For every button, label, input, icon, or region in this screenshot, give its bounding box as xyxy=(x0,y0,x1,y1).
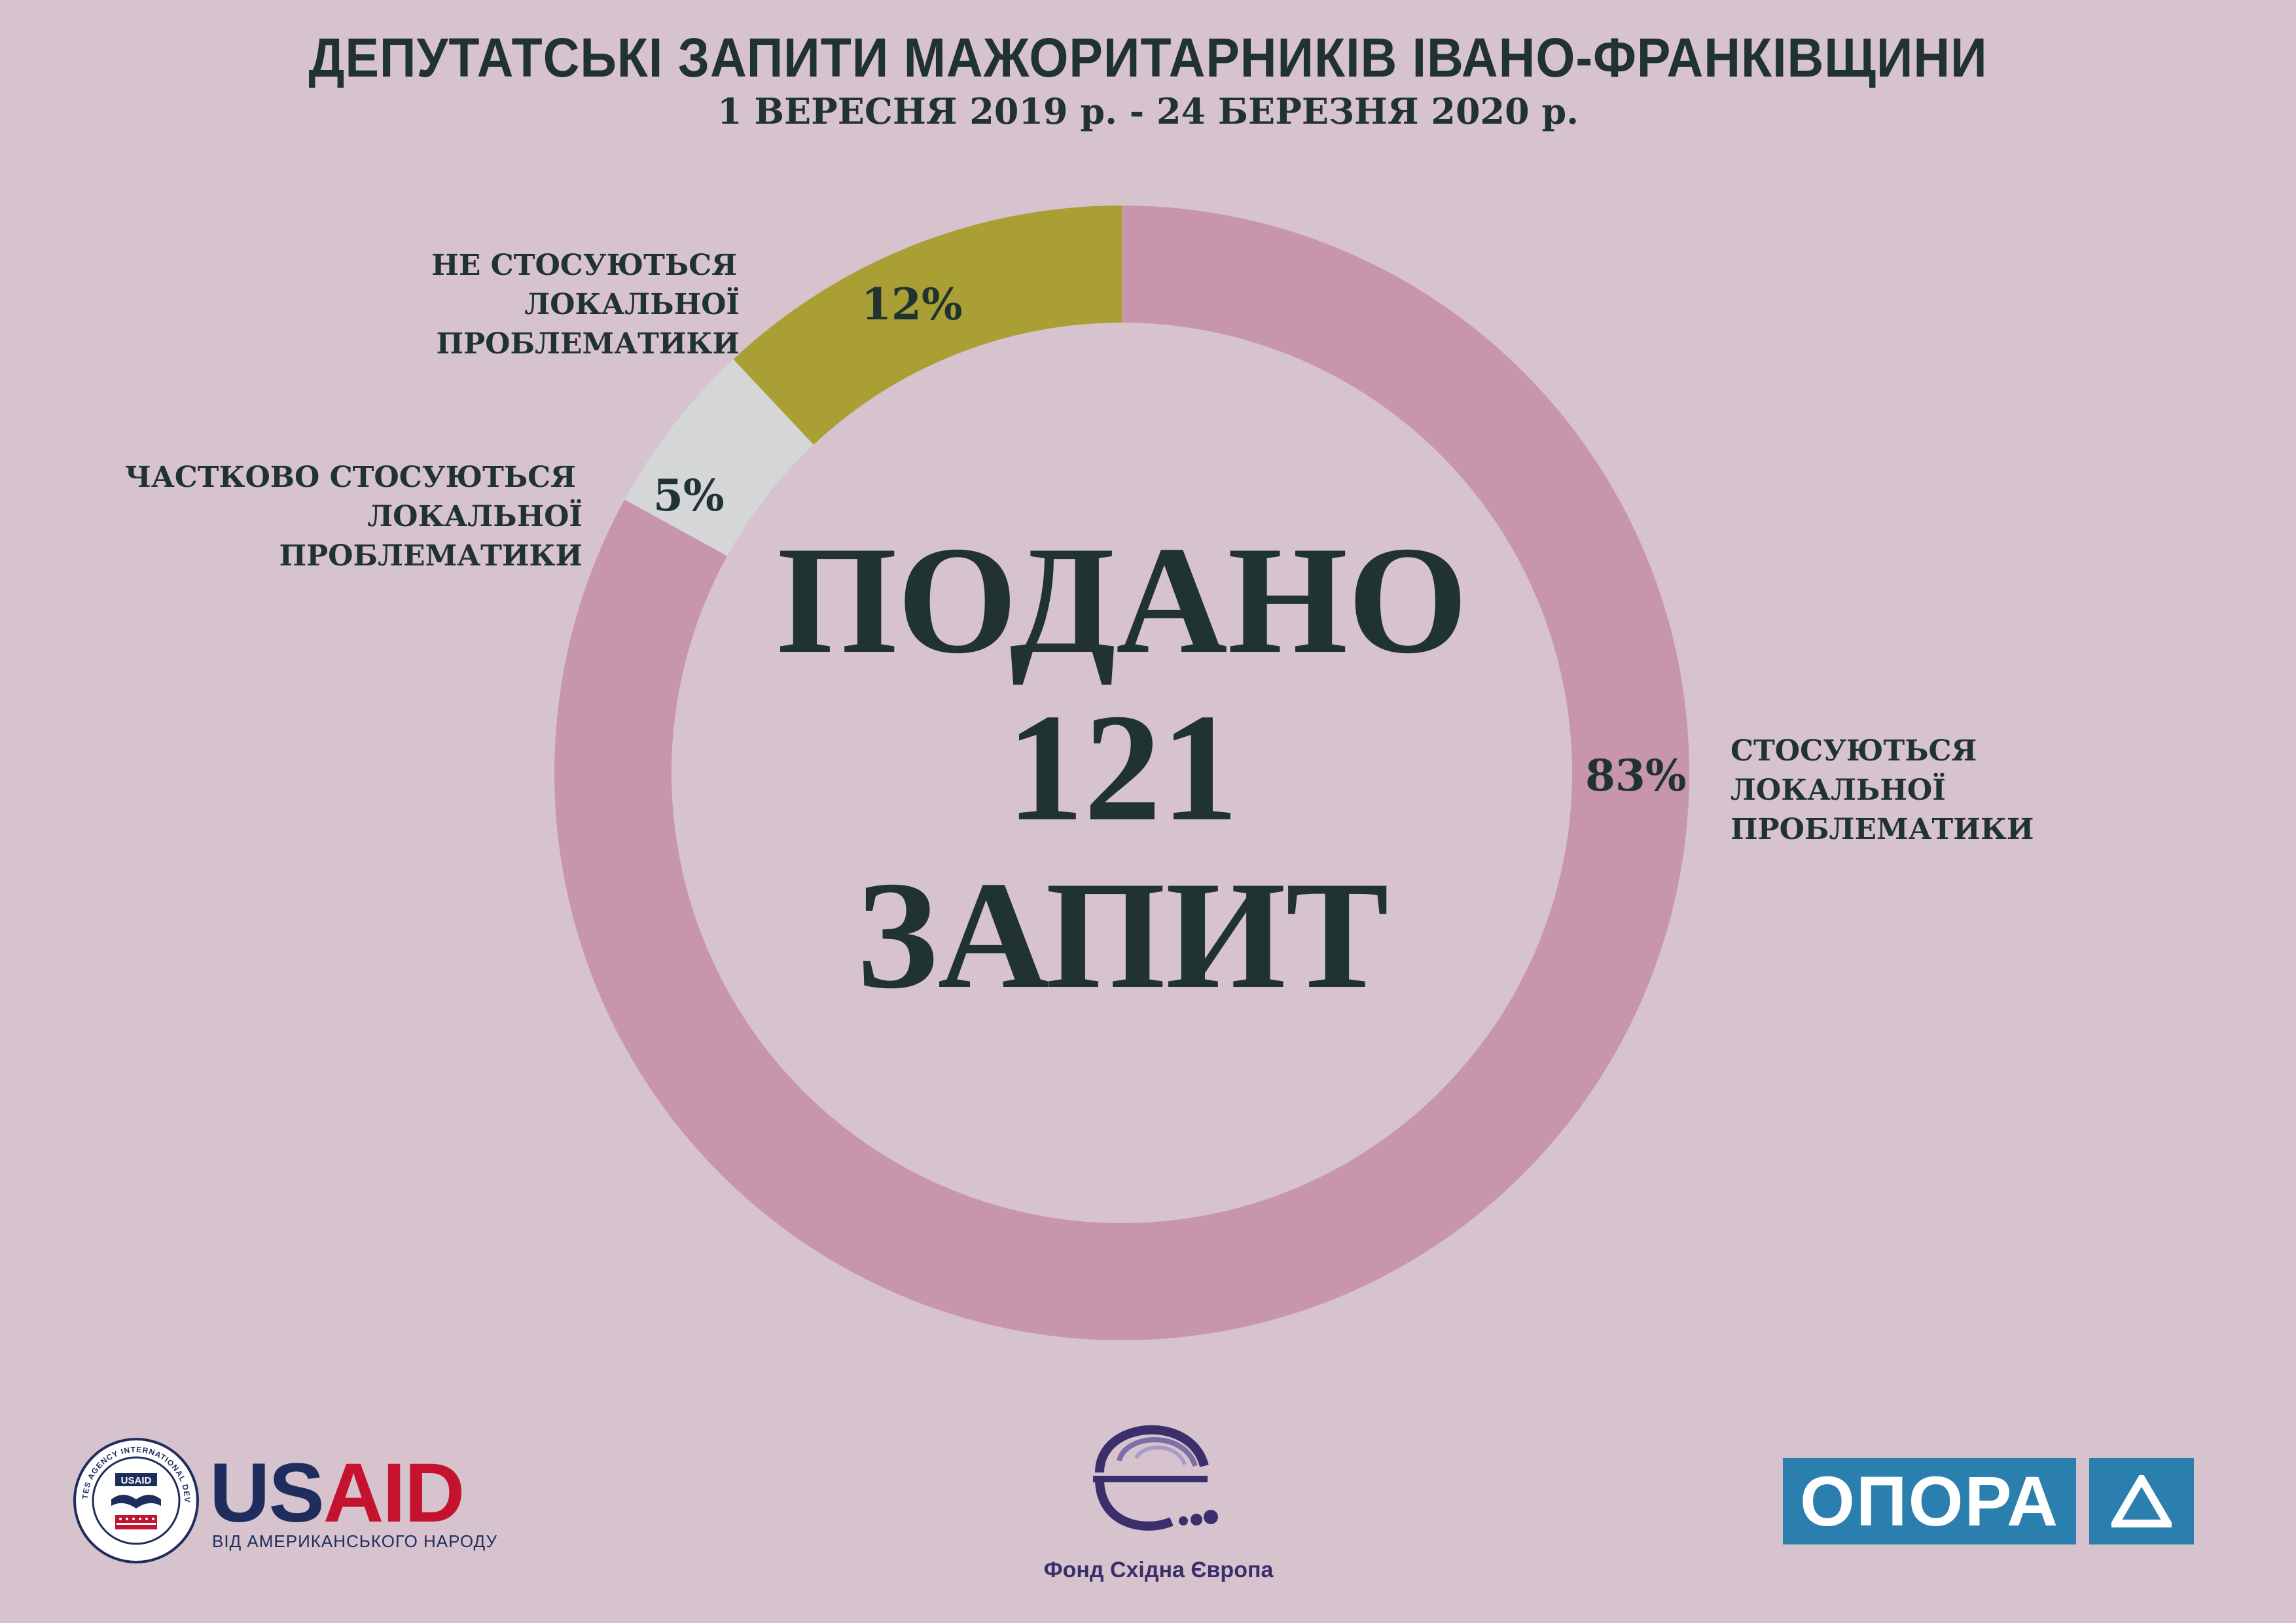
opora-triangle-icon xyxy=(2089,1458,2195,1544)
label-not-related-line2: ЛОКАЛЬНОЇ ПРОБЛЕМАТИКИ xyxy=(436,288,740,361)
label-related: СТОСУЮТЬСЯ ЛОКАЛЬНОЇ ПРОБЛЕМАТИКИ xyxy=(1731,732,2228,849)
center-line-3: ЗАПИТ xyxy=(856,850,1389,1021)
chart-subtitle: 1 ВЕРЕСНЯ 2019 р. - 24 БЕРЕЗНЯ 2020 р. xyxy=(717,90,1579,132)
label-not-related: НЕ СТОСУЮТЬСЯ ЛОКАЛЬНОЇ ПРОБЛЕМАТИКИ xyxy=(262,246,740,364)
usaid-seal-center-text: USAID xyxy=(121,1475,152,1486)
donut-chart xyxy=(554,205,1689,1341)
label-partially-related: ЧАСТКОВО СТОСУЮТЬСЯ ЛОКАЛЬНОЇ ПРОБЛЕМАТИ… xyxy=(65,458,583,576)
slice-partially-related xyxy=(624,359,814,556)
slice-not-related xyxy=(733,205,1122,445)
value-label-related: 83% xyxy=(1585,750,1687,801)
center-summary: ПОДАНО 121 ЗАПИТ xyxy=(720,517,1525,1020)
usaid-seal-icon: USAID UNITED STATES AGENCY INTERNATIONAL… xyxy=(72,1436,199,1563)
label-partially-related-line1: ЧАСТКОВО СТОСУЮТЬСЯ xyxy=(124,461,576,494)
fond-name: Фонд Східна Європа xyxy=(1043,1558,1274,1582)
label-partially-related-line2: ЛОКАЛЬНОЇ ПРОБЛЕМАТИКИ xyxy=(279,500,583,573)
label-related-line2: ЛОКАЛЬНОЇ ПРОБЛЕМАТИКИ xyxy=(1731,774,2034,846)
usaid-wordmark: USAID xyxy=(209,1446,465,1540)
usaid-tagline: ВІД АМЕРИКАНСЬКОГО НАРОДУ xyxy=(212,1531,497,1551)
center-line-1: ПОДАНО xyxy=(777,515,1468,686)
label-not-related-line1: НЕ СТОСУЮТЬСЯ xyxy=(431,249,737,282)
chart-title: ДЕПУТАТСЬКІ ЗАПИТИ МАЖОРИТАРНИКІВ ІВАНО-… xyxy=(308,27,1988,88)
fond-east-europe-logo-icon xyxy=(1093,1425,1218,1531)
value-label-not-related: 12% xyxy=(861,279,963,330)
opora-wordmark: ОПОРА xyxy=(1783,1458,2077,1544)
value-label-partially-related: 5% xyxy=(653,470,725,521)
opora-logo: ОПОРА xyxy=(1783,1458,2195,1544)
center-line-2: 121 xyxy=(1007,683,1238,853)
label-related-line1: СТОСУЮТЬСЯ xyxy=(1731,734,1977,768)
